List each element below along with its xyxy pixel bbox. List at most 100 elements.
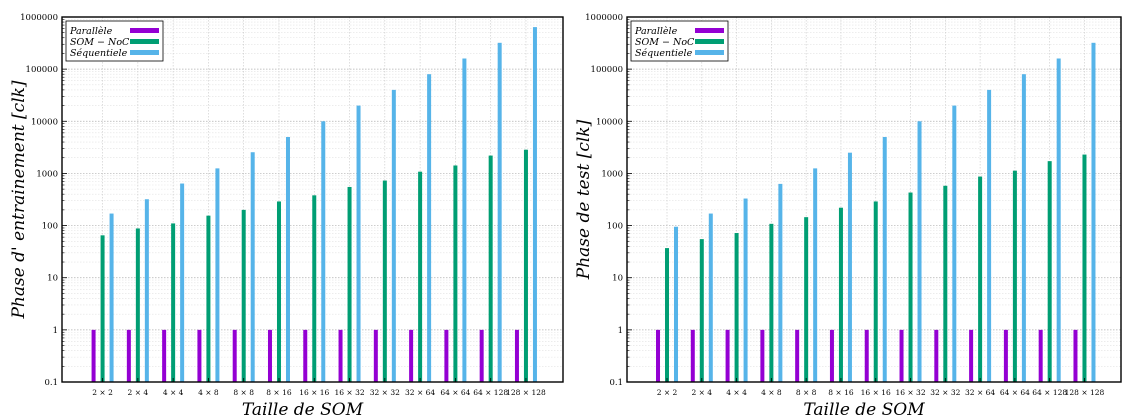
bar-1 <box>162 329 167 382</box>
y-tick-label: 100000 <box>26 65 58 75</box>
bar-1 <box>232 329 237 382</box>
y-tick-label: 10000 <box>31 117 58 127</box>
bar-1 <box>514 329 519 382</box>
x-tick-label: 2 × 2 <box>92 388 113 397</box>
x-axis-label: Taille de SOM <box>242 400 364 419</box>
bar-3 <box>708 213 713 382</box>
bar-2 <box>873 201 878 382</box>
bar-3 <box>1056 58 1061 383</box>
legend-swatch <box>130 39 159 44</box>
bar-3 <box>497 42 502 383</box>
bar-1 <box>829 329 834 382</box>
y-axis-label: Phase d' entrainement [clk] <box>9 80 29 319</box>
legend-label: Séquentiele <box>70 48 128 59</box>
bar-1 <box>899 329 904 382</box>
x-tick-label: 4 × 8 <box>761 388 782 397</box>
bar-1 <box>725 329 730 382</box>
x-tick-label: 2 × 4 <box>128 388 149 397</box>
x-tick-label: 16 × 16 <box>861 388 891 397</box>
bar-2 <box>523 149 528 382</box>
y-tick-label: 1000 <box>36 169 58 179</box>
bar-3 <box>427 74 432 383</box>
x-tick-label: 2 × 4 <box>691 388 712 397</box>
bar-2 <box>908 192 913 382</box>
y-tick-label: 10 <box>612 274 623 284</box>
bar-3 <box>813 168 818 382</box>
x-tick-label: 128 × 128 <box>506 388 546 397</box>
bar-2 <box>418 171 423 382</box>
bar-3 <box>987 89 992 383</box>
x-tick-label: 64 × 128 <box>1032 388 1067 397</box>
bar-3 <box>882 136 887 382</box>
bar-1 <box>1003 329 1008 382</box>
bar-2 <box>241 209 246 382</box>
bar-3 <box>250 152 255 382</box>
x-tick-label: 8 × 8 <box>233 388 254 397</box>
legend-label: Séquentiele <box>635 48 693 59</box>
bar-1 <box>197 329 202 382</box>
legend-swatch <box>695 28 724 33</box>
bar-1 <box>1073 329 1078 382</box>
bar-2 <box>665 248 670 382</box>
x-tick-label: 8 × 16 <box>266 388 292 397</box>
bar-1 <box>444 329 449 382</box>
bar-2 <box>276 201 281 382</box>
bar-2 <box>312 195 317 382</box>
bar-2 <box>206 215 211 382</box>
y-tick-label: 0.1 <box>609 378 623 388</box>
legend-swatch <box>695 50 724 55</box>
legend-label: SOM − NoC <box>635 37 695 48</box>
x-tick-label: 8 × 16 <box>828 388 854 397</box>
y-tick-label: 1000000 <box>20 13 58 23</box>
y-tick-label: 10 <box>47 274 58 284</box>
bar-3 <box>778 183 783 382</box>
bar-3 <box>952 105 957 383</box>
y-tick-label: 10000 <box>596 117 623 127</box>
bar-1 <box>969 329 974 382</box>
bar-2 <box>453 165 458 382</box>
x-axis-label: Taille de SOM <box>803 400 925 419</box>
bar-1 <box>760 329 765 382</box>
bar-3 <box>743 198 748 382</box>
bar-1 <box>409 329 414 382</box>
bar-2 <box>100 235 105 382</box>
legend-swatch <box>130 28 159 33</box>
bar-3 <box>917 121 922 383</box>
bar-1 <box>864 329 869 382</box>
bar-2 <box>488 155 493 382</box>
bar-3 <box>356 105 361 383</box>
plot-frame <box>626 16 1122 383</box>
x-tick-label: 32 × 64 <box>405 388 435 397</box>
x-tick-label: 128 × 128 <box>1065 388 1105 397</box>
bar-3 <box>321 121 326 383</box>
x-tick-label: 64 × 128 <box>473 388 508 397</box>
bar-1 <box>934 329 939 382</box>
x-tick-label: 8 × 8 <box>796 388 817 397</box>
x-tick-label: 32 × 64 <box>965 388 995 397</box>
x-tick-label: 2 × 2 <box>657 388 678 397</box>
bar-3 <box>109 213 114 382</box>
bar-3 <box>674 226 679 382</box>
bar-1 <box>267 329 272 382</box>
legend-swatch <box>130 50 159 55</box>
y-tick-label: 100 <box>607 222 623 232</box>
bar-2 <box>1012 170 1017 382</box>
x-tick-label: 16 × 32 <box>895 388 925 397</box>
chart-panel-1: 0.1 1 10 100 1000 10000 100000 1000000 2 × 2 2 × … <box>9 13 564 419</box>
bar-2 <box>769 223 774 382</box>
x-tick-label: 32 × 32 <box>930 388 960 397</box>
bar-1 <box>126 329 131 382</box>
y-tick-label: 0.1 <box>44 378 58 388</box>
bar-2 <box>838 207 843 382</box>
legend-label: SOM − NoC <box>70 37 130 48</box>
x-tick-label: 16 × 32 <box>334 388 364 397</box>
bar-2 <box>171 223 176 382</box>
bar-2 <box>382 180 387 382</box>
bar-1 <box>338 329 343 382</box>
x-tick-label: 4 × 4 <box>163 388 184 397</box>
y-tick-label: 100000 <box>591 65 623 75</box>
bar-2 <box>804 217 809 382</box>
bar-1 <box>303 329 308 382</box>
bar-1 <box>373 329 378 382</box>
